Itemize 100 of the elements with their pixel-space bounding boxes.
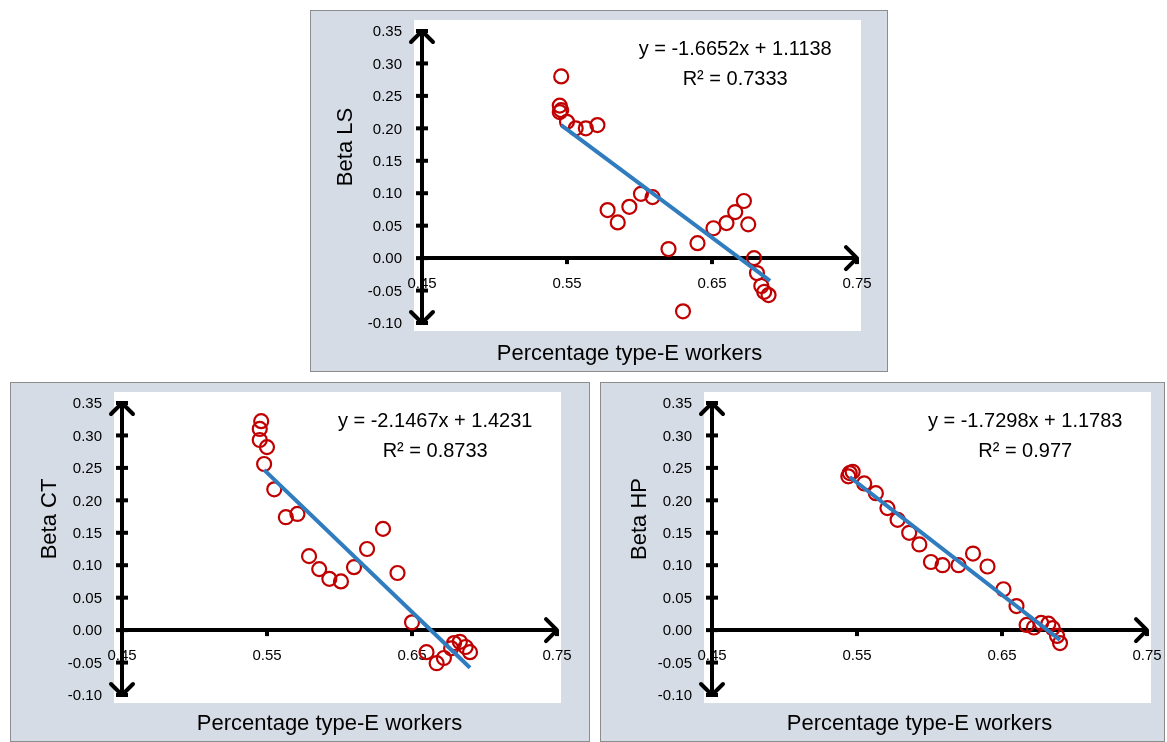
point — [934, 557, 951, 574]
y-tick-label: 0.35 — [72, 394, 102, 412]
point — [756, 283, 773, 300]
point — [745, 250, 763, 267]
x-tick-label: 0.65 — [987, 646, 1017, 664]
point — [1008, 598, 1025, 615]
y-tick-label: 0.05 — [72, 588, 102, 606]
x-axis-title: Percentage type-E workers — [786, 710, 1053, 735]
annotation: R² = 0.977 — [978, 439, 1073, 461]
point — [435, 649, 452, 667]
y-tick-label: 0.35 — [662, 394, 692, 412]
y-tick-label: 0.15 — [72, 524, 102, 542]
point — [251, 420, 268, 438]
point — [979, 558, 996, 575]
x-tick-label: 0.75 — [842, 274, 872, 292]
y-axis-title: Beta HP — [626, 478, 651, 560]
point — [740, 216, 757, 233]
x-tick-label: 0.55 — [252, 646, 282, 664]
y-axis-title: Beta CT — [36, 478, 61, 560]
point — [1049, 627, 1066, 645]
y-tick-label: 0.35 — [372, 22, 402, 40]
y-tick-label: -0.10 — [657, 686, 692, 704]
point — [748, 264, 766, 282]
point — [1018, 616, 1035, 634]
point — [345, 559, 363, 576]
point — [321, 570, 338, 587]
y-tick-label: 0.05 — [372, 216, 402, 234]
point — [445, 634, 463, 652]
point — [1033, 614, 1050, 632]
y-tick-label: 0.00 — [72, 621, 102, 639]
y-tick-label: -0.05 — [367, 281, 402, 299]
point — [256, 455, 273, 473]
y-tick-label: -0.05 — [657, 653, 692, 671]
y-tick-label: -0.10 — [367, 314, 402, 332]
point — [311, 561, 328, 578]
point — [660, 240, 677, 258]
y-tick-label: 0.25 — [72, 459, 102, 477]
y-tick-label: 0.20 — [372, 119, 402, 137]
point — [251, 431, 268, 449]
annotation: R² = 0.8733 — [382, 439, 488, 461]
point — [589, 116, 606, 134]
y-tick-label: 0.20 — [662, 491, 692, 509]
point — [457, 638, 474, 656]
point — [1044, 620, 1061, 637]
y-tick-label: 0.10 — [372, 184, 402, 202]
point — [718, 214, 735, 232]
point — [727, 203, 744, 221]
point — [258, 439, 276, 456]
point — [553, 68, 570, 85]
point — [428, 655, 445, 672]
point — [621, 198, 638, 215]
annotation: y = -1.6652x + 1.1138 — [638, 37, 832, 59]
point — [451, 633, 468, 650]
point — [266, 481, 283, 498]
point — [867, 485, 884, 502]
point — [760, 287, 777, 304]
point — [1040, 615, 1057, 632]
y-tick-label: 0.15 — [372, 152, 402, 170]
point — [277, 509, 294, 526]
point — [964, 545, 982, 562]
x-tick-label: 0.75 — [1132, 646, 1162, 664]
point — [332, 573, 350, 590]
point — [995, 581, 1012, 598]
point — [889, 511, 906, 528]
y-tick-label: 0.00 — [662, 621, 692, 639]
point — [403, 614, 421, 631]
point — [950, 557, 967, 574]
x-tick-label: 0.55 — [842, 646, 872, 664]
point — [389, 564, 406, 582]
x-axis-title: Percentage type-E workers — [496, 340, 763, 365]
point — [609, 214, 626, 231]
y-tick-label: 0.15 — [662, 524, 692, 542]
y-tick-label: 0.00 — [372, 249, 402, 267]
x-tick-label: 0.55 — [552, 274, 582, 292]
x-tick-label: 0.65 — [697, 274, 727, 292]
annotation: y = -1.7298x + 1.1783 — [927, 409, 1123, 431]
point — [300, 548, 318, 565]
point — [1051, 634, 1069, 652]
y-tick-label: 0.10 — [72, 556, 102, 574]
point — [689, 235, 706, 252]
y-axis-title: Beta LS — [332, 107, 357, 187]
y-tick-label: 0.20 — [72, 491, 102, 509]
point — [358, 540, 376, 558]
point — [705, 220, 722, 237]
point — [577, 120, 594, 137]
point — [443, 640, 460, 657]
point — [253, 413, 270, 430]
point — [911, 536, 928, 553]
x-tick-label: 0.75 — [542, 646, 572, 664]
point — [735, 192, 752, 210]
y-tick-label: 0.25 — [372, 87, 402, 105]
y-tick-label: -0.05 — [67, 653, 102, 671]
y-tick-label: -0.10 — [67, 686, 102, 704]
y-tick-label: 0.10 — [662, 556, 692, 574]
point — [753, 277, 770, 295]
point — [289, 505, 306, 523]
point — [856, 475, 873, 492]
point — [901, 524, 918, 541]
point — [922, 553, 940, 571]
y-tick-label: 0.25 — [662, 459, 692, 477]
